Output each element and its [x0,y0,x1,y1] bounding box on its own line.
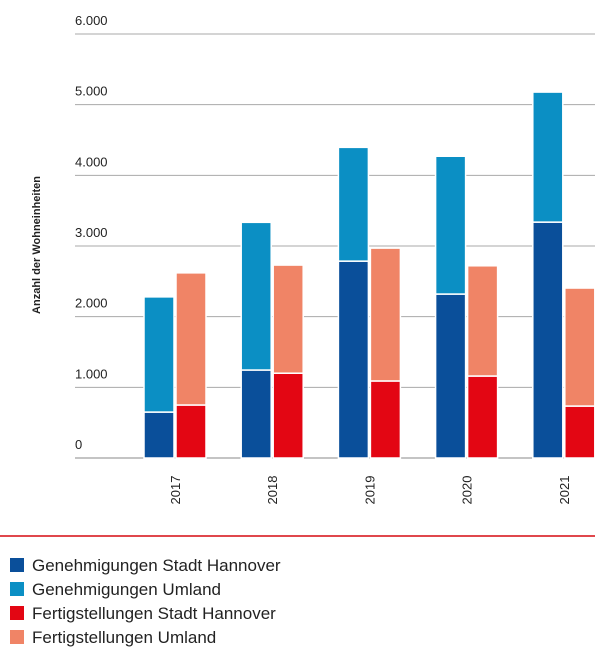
bar-segment [175,404,207,459]
bar-segment [434,293,467,459]
y-tick-label: 0 [75,437,82,452]
bar-segment [240,369,272,459]
legend-label: Fertigstellungen Umland [32,628,216,647]
bar-segment [434,155,467,295]
bar-segment [369,247,402,382]
y-axis-label: Anzahl der Wohneinheiten [31,176,43,314]
bar-segment [466,265,499,377]
y-tick-label: 1.000 [75,366,108,381]
legend-label: Fertigstellungen Stadt Hannover [32,604,276,623]
bar-segment [337,260,370,459]
bar-segment [175,272,207,406]
x-tick-label: 2020 [460,476,475,505]
bar-segment [240,221,272,371]
x-tick-label: 2018 [265,476,280,505]
legend-label: Genehmigungen Stadt Hannover [32,556,281,575]
bar-segment [532,91,564,223]
y-tick-label: 4.000 [75,154,108,169]
legend-label: Genehmigungen Umland [32,580,221,599]
y-tick-label: 6.000 [75,13,108,28]
y-tick-label: 3.000 [75,225,108,240]
legend-swatch [10,630,24,644]
bar-segment [143,411,175,459]
bar-segment [466,375,499,459]
y-tick-label: 2.000 [75,296,108,311]
x-tick-label: 2017 [168,476,183,505]
bar-segment [272,264,304,374]
bar-segment [532,221,564,459]
legend-swatch [10,582,24,596]
bar-segment [564,287,595,407]
legend-swatch [10,606,24,620]
bar-segment [143,296,175,413]
bar-segment [564,405,595,459]
x-tick-label: 2019 [362,476,377,505]
legend-swatch [10,558,24,572]
y-tick-label: 5.000 [75,84,108,99]
bar-segment [369,380,402,459]
x-tick-label: 2021 [557,476,572,505]
bar-segment [337,146,370,262]
bar-segment [272,372,304,459]
